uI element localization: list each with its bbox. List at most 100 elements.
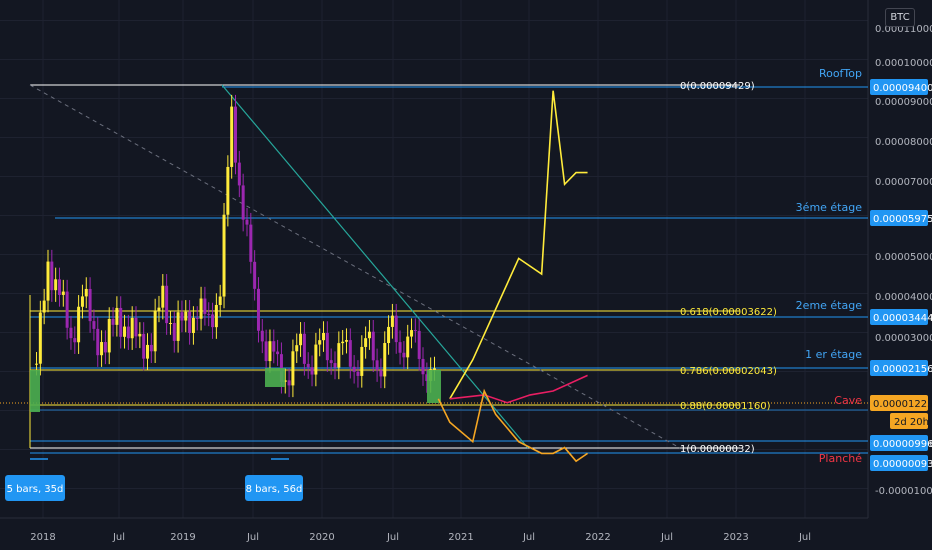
candle-body <box>306 363 310 368</box>
symbol-badge[interactable]: BTC <box>885 8 915 27</box>
candle-body <box>322 332 326 341</box>
candle-body <box>283 380 287 382</box>
price-tag-text-rooftop: 0.00009400 <box>873 83 932 94</box>
candle-body <box>119 307 123 337</box>
date-range-box-b[interactable] <box>245 475 303 501</box>
candle-body <box>268 341 272 362</box>
accumulation-box[interactable] <box>30 370 40 412</box>
time-axis-label: Jul <box>660 532 673 543</box>
candle-body <box>364 338 368 347</box>
fib-label-f88: 0.88(0.00001160) <box>680 401 771 412</box>
candle-body <box>299 333 303 346</box>
candle-body <box>77 306 81 343</box>
candle-body <box>153 310 157 352</box>
candle-body <box>222 214 226 297</box>
price-axis-label: 0.00009000 <box>875 97 932 108</box>
candle-body <box>387 326 391 344</box>
price-tag-text-etage3: 0.00005975 <box>873 214 932 225</box>
fib-label-f618: 0.618(0.00003622) <box>680 307 777 318</box>
candle-body <box>417 330 421 359</box>
candle-body <box>421 358 425 375</box>
fib-label-f0: 0(0.00009429) <box>680 81 755 92</box>
candle-body <box>188 311 192 333</box>
fib-label-f786: 0.786(0.00002043) <box>680 366 777 377</box>
candle-body <box>241 185 245 220</box>
candle-body <box>176 312 180 341</box>
candle-body <box>184 311 188 321</box>
candle-body <box>410 330 414 337</box>
candle-body <box>142 333 146 359</box>
candle-body <box>157 307 161 311</box>
candle-body <box>398 342 402 353</box>
candle-body <box>161 285 165 308</box>
candle-body <box>253 261 257 289</box>
date-range-box-a[interactable] <box>5 475 65 501</box>
accumulation-box[interactable] <box>427 370 441 403</box>
candle-body <box>245 219 249 225</box>
price-tag-etage1 <box>870 360 928 376</box>
candle-body <box>352 366 356 372</box>
price-tag-cave <box>870 395 928 411</box>
price-axis-label: 0.00011000 <box>875 24 932 35</box>
candle-body <box>107 318 111 353</box>
candle-body <box>237 162 241 186</box>
candle-body <box>35 363 39 365</box>
price-axis-label: 0.00008000 <box>875 137 932 148</box>
candle-body <box>149 344 153 352</box>
candle-body <box>333 363 337 368</box>
candle-body <box>291 351 295 386</box>
candle-body <box>96 328 100 356</box>
level-label-etage2: 2eme étage <box>796 299 863 312</box>
price-tag-planche <box>870 455 928 471</box>
candle-body <box>46 261 50 301</box>
candle-body <box>325 332 329 361</box>
projection-line-orange[interactable] <box>437 388 589 463</box>
candle-body <box>103 342 107 353</box>
level-label-etage3: 3éme étage <box>796 201 863 214</box>
time-axis-label: Jul <box>246 532 259 543</box>
price-tag-etage2 <box>870 309 928 325</box>
price-tag-etage3 <box>870 210 928 226</box>
date-range-label-b: 8 bars, 56d <box>246 484 303 495</box>
candle-body <box>172 322 176 341</box>
price-axis-label: 0.00005000 <box>875 252 932 263</box>
candle-body <box>394 315 398 343</box>
price-tag-text-cave: 0.00001223 <box>873 399 932 410</box>
time-axis-label: 2022 <box>585 532 610 543</box>
time-axis-label: Jul <box>522 532 535 543</box>
price-axis-label: -0.00001000 <box>875 486 932 497</box>
candle-body <box>226 166 230 215</box>
candle-body <box>341 341 345 344</box>
accumulation-box[interactable] <box>265 368 285 387</box>
candle-body <box>413 330 417 332</box>
candle-body <box>337 343 341 368</box>
time-axis-label: 2023 <box>723 532 748 543</box>
candle-body <box>207 313 211 315</box>
candle-body <box>42 300 46 313</box>
candle-body <box>230 106 234 167</box>
time-axis-label: 2021 <box>448 532 473 543</box>
candle-body <box>371 331 375 361</box>
candle-body <box>199 298 203 319</box>
price-tag-rooftop <box>870 79 928 95</box>
candle-body <box>432 368 436 370</box>
candle-body <box>126 326 130 339</box>
candle-body <box>138 333 142 337</box>
projection-line-yellow[interactable] <box>449 90 588 400</box>
projection-line-magenta[interactable] <box>449 374 588 404</box>
candle-body <box>329 360 333 364</box>
candle-body <box>80 296 84 307</box>
candle-body <box>38 312 42 364</box>
candle-body <box>218 296 222 305</box>
candle-body <box>314 344 318 375</box>
candle-body <box>272 341 276 352</box>
candle-body <box>295 345 299 352</box>
candle-body <box>115 307 119 325</box>
candle-body <box>88 288 92 322</box>
candle-body <box>348 340 352 367</box>
level-label-cave: Cave <box>834 394 862 407</box>
price-tag-bottom <box>870 435 928 451</box>
candle-body <box>356 371 360 376</box>
candle-body <box>279 354 283 382</box>
